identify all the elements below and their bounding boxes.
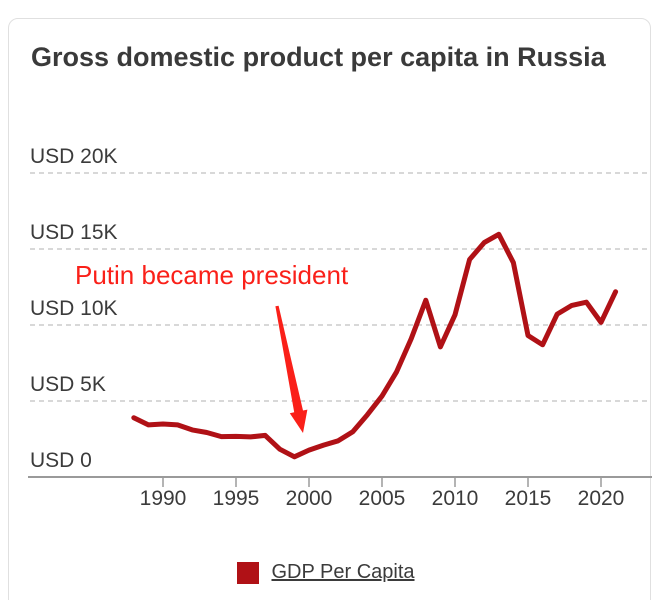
x-tick-label: 1990 [139, 487, 187, 510]
legend-item-gdp-per-capita[interactable]: GDP Per Capita [237, 561, 415, 584]
annotation-text: Putin became president [75, 260, 349, 290]
legend-label: GDP Per Capita [271, 561, 415, 583]
x-tick-label: 2000 [285, 487, 333, 510]
x-tick-label: 2005 [358, 487, 406, 510]
x-tick-label: 2020 [577, 487, 625, 510]
x-tick-label: 2010 [431, 487, 479, 510]
legend-swatch [237, 561, 260, 584]
y-axis-label: USD 10K [30, 297, 118, 320]
x-tick-label: 1995 [212, 487, 260, 510]
y-axis-label: USD 20K [30, 145, 118, 168]
y-axis-label: USD 15K [30, 221, 118, 244]
legend: GDP Per Capita [0, 561, 652, 584]
page-title: Gross domestic product per capita in Rus… [31, 42, 606, 72]
y-axis-label: USD 5K [30, 373, 106, 396]
x-tick-label: 2015 [504, 487, 552, 510]
y-axis-label: USD 0 [30, 449, 92, 472]
